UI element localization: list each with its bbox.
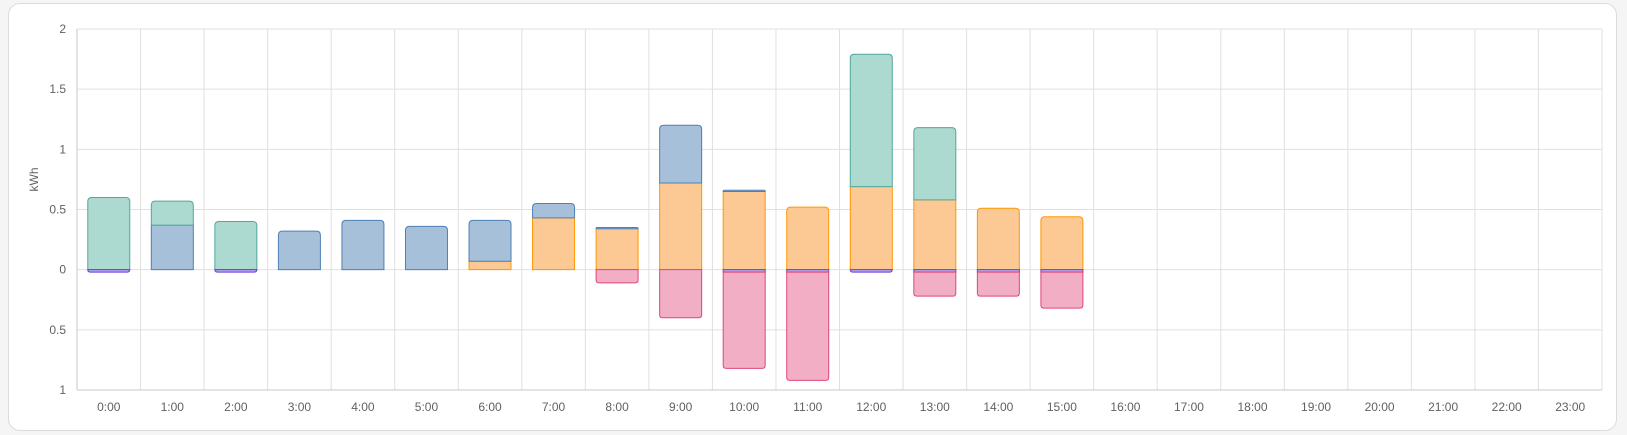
x-tick-label: 13:00 [920, 400, 950, 414]
y-axis-label: kWh [27, 168, 41, 192]
x-tick-label: 19:00 [1301, 400, 1331, 414]
bar-400-s1 [341, 219, 385, 271]
y-tick-label: 1.5 [49, 82, 66, 96]
bar-000-s2 [87, 196, 131, 271]
x-tick-label: 4:00 [351, 400, 375, 414]
x-tick-label: 21:00 [1428, 400, 1458, 414]
x-tick-label: 1:00 [161, 400, 185, 414]
y-tick-label: 1 [59, 383, 66, 397]
bar-300-s1 [277, 230, 321, 271]
x-tick-label: 2:00 [224, 400, 248, 414]
bar-700-s1 [532, 202, 576, 219]
y-tick-label: 1 [59, 142, 66, 156]
bar-neg-200-s3 [214, 269, 258, 273]
bar-neg-1200-s3 [849, 269, 893, 273]
bar-1000-s1 [722, 189, 766, 192]
bar-900-s1 [659, 124, 703, 184]
x-tick-label: 23:00 [1555, 400, 1585, 414]
x-tick-label: 12:00 [856, 400, 886, 414]
bar-900-s0 [659, 182, 703, 271]
bar-100-s1 [150, 224, 194, 271]
bar-1400-s0 [976, 207, 1020, 271]
x-tick-label: 6:00 [478, 400, 502, 414]
x-tick-label: 8:00 [605, 400, 629, 414]
x-tick-label: 3:00 [288, 400, 312, 414]
y-tick-label: 0 [59, 263, 66, 277]
x-tick-label: 11:00 [793, 400, 822, 414]
x-tick-label: 14:00 [983, 400, 1013, 414]
bar-1300-s0 [913, 199, 957, 271]
y-tick-label: 2 [59, 22, 66, 36]
bar-1000-s0 [722, 190, 766, 271]
bar-600-s1 [468, 219, 512, 262]
x-tick-label: 16:00 [1110, 400, 1140, 414]
bar-neg-800-s4 [595, 269, 639, 284]
bar-neg-900-s4 [659, 269, 703, 319]
bar-neg-1300-s4 [913, 271, 957, 297]
bar-neg-1500-s4 [1040, 271, 1084, 309]
bar-1200-s0 [849, 186, 893, 271]
x-tick-label: 7:00 [542, 400, 566, 414]
bar-800-s1 [595, 227, 639, 230]
bar-1300-s2 [913, 127, 957, 201]
bar-1500-s0 [1040, 216, 1084, 271]
x-tick-label: 10:00 [729, 400, 759, 414]
y-tick-label: 0.5 [49, 323, 66, 337]
bar-neg-1000-s4 [722, 271, 766, 369]
y-tick-label: 0.5 [49, 203, 66, 217]
x-tick-label: 9:00 [669, 400, 693, 414]
x-tick-label: 0:00 [97, 400, 121, 414]
bar-neg-1100-s4 [786, 271, 830, 381]
bar-800-s0 [595, 228, 639, 271]
x-tick-label: 18:00 [1238, 400, 1268, 414]
bar-neg-1400-s4 [976, 271, 1020, 297]
bar-1100-s0 [786, 206, 830, 271]
bar-500-s1 [404, 225, 448, 271]
bar-200-s2 [214, 221, 258, 271]
bar-100-s2 [150, 200, 194, 226]
x-tick-label: 15:00 [1047, 400, 1077, 414]
x-tick-label: 20:00 [1365, 400, 1395, 414]
bar-neg-000-s3 [87, 269, 131, 273]
bar-700-s0 [532, 217, 576, 271]
bar-600-s0 [468, 260, 512, 271]
x-tick-label: 17:00 [1174, 400, 1204, 414]
x-tick-label: 5:00 [415, 400, 439, 414]
x-tick-label: 22:00 [1492, 400, 1522, 414]
bar-1200-s2 [849, 53, 893, 188]
